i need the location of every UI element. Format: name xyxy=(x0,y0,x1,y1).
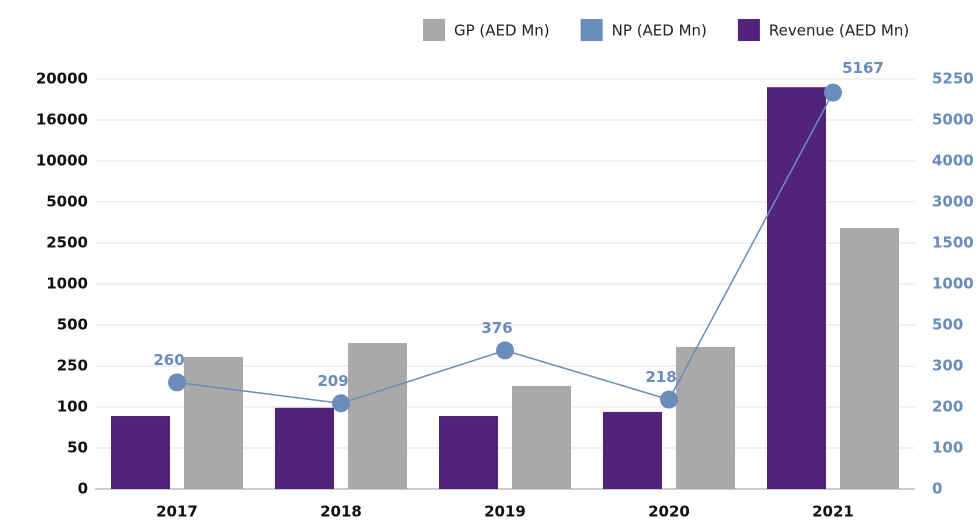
y2-tick-label: 200 xyxy=(932,398,963,416)
y-tick-label: 100 xyxy=(57,398,88,416)
y2-tick-label: 0 xyxy=(932,480,942,498)
y-tick-label: 10000 xyxy=(36,152,88,170)
x-tick-label: 2017 xyxy=(156,503,198,521)
bar xyxy=(512,385,571,489)
y-tick-label: 20000 xyxy=(36,70,88,88)
y-tick-label: 16000 xyxy=(36,111,88,129)
bar xyxy=(275,407,334,489)
y2-tick-label: 4000 xyxy=(932,152,974,170)
line-point xyxy=(824,83,842,102)
legend-swatch xyxy=(423,19,445,41)
legend-label: GP (AED Mn) xyxy=(454,22,550,40)
x-tick-label: 2021 xyxy=(812,503,854,521)
y-tick-label: 0 xyxy=(78,480,88,498)
legend-swatch xyxy=(580,19,603,41)
bar xyxy=(348,343,407,489)
y2-tick-label: 100 xyxy=(932,439,963,457)
line-point xyxy=(332,394,350,413)
y2-tick-label: 1000 xyxy=(932,275,974,293)
data-label: 376 xyxy=(481,319,512,337)
bar xyxy=(603,411,662,489)
y2-tick-label: 1500 xyxy=(932,234,974,252)
data-label: 260 xyxy=(153,351,184,369)
line-point xyxy=(660,390,678,409)
bar xyxy=(439,416,498,489)
y-tick-label: 5000 xyxy=(46,193,88,211)
line-point xyxy=(168,373,186,392)
y-tick-label: 50 xyxy=(67,439,88,457)
data-label: 209 xyxy=(317,372,348,390)
bar xyxy=(111,416,170,489)
x-tick-label: 2020 xyxy=(648,503,690,521)
y-tick-label: 500 xyxy=(57,316,88,334)
line-point xyxy=(496,341,514,360)
y2-tick-label: 3000 xyxy=(932,193,974,211)
y2-tick-label: 5000 xyxy=(932,111,974,129)
x-tick-label: 2018 xyxy=(320,503,362,521)
y-tick-label: 250 xyxy=(57,357,88,375)
y2-tick-label: 300 xyxy=(932,357,963,375)
y2-tick-label: 500 xyxy=(932,316,963,334)
legend-swatch xyxy=(737,19,760,41)
legend-label: Revenue (AED Mn) xyxy=(769,22,909,40)
bar xyxy=(676,346,735,489)
data-label: 218 xyxy=(645,368,676,386)
bar xyxy=(184,356,243,489)
data-label: 5167 xyxy=(842,59,884,77)
y-tick-label: 1000 xyxy=(46,275,88,293)
bar xyxy=(840,227,899,489)
legend-label: NP (AED Mn) xyxy=(612,22,707,40)
y-tick-label: 2500 xyxy=(46,234,88,252)
bar xyxy=(767,87,826,489)
y2-tick-label: 5250 xyxy=(932,70,974,88)
x-tick-label: 2019 xyxy=(484,503,526,521)
